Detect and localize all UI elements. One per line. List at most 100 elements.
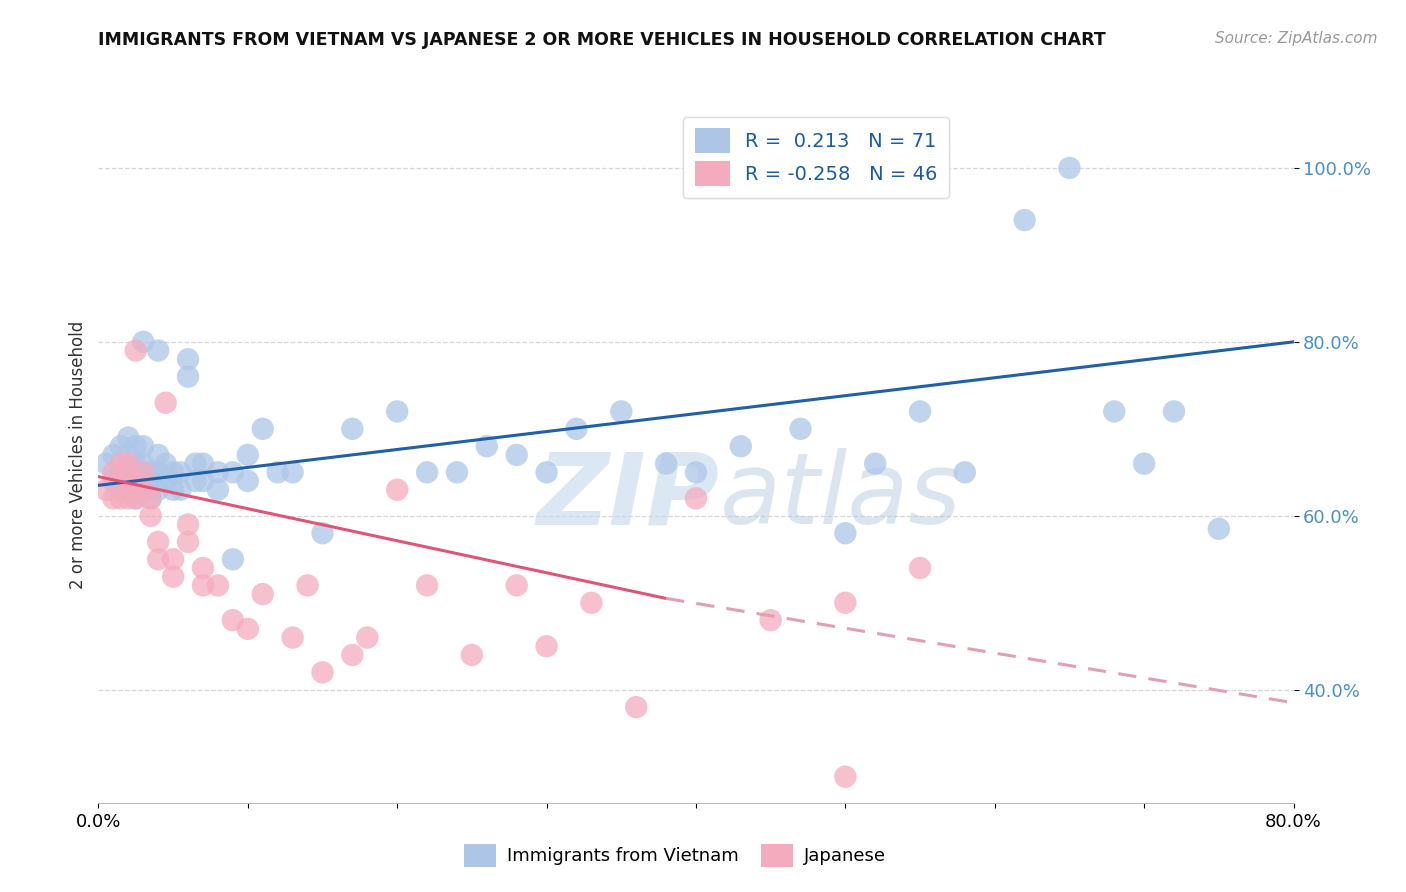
Point	[475, 439, 498, 453]
Point	[177, 517, 200, 532]
Point	[536, 639, 558, 653]
Point	[1014, 213, 1036, 227]
Point	[117, 474, 139, 488]
Point	[342, 422, 364, 436]
Point	[132, 474, 155, 488]
Point	[103, 448, 125, 462]
Point	[162, 483, 184, 497]
Y-axis label: 2 or more Vehicles in Household: 2 or more Vehicles in Household	[69, 321, 87, 589]
Point	[281, 631, 304, 645]
Point	[207, 466, 229, 480]
Point	[834, 770, 856, 784]
Point	[117, 431, 139, 445]
Point	[191, 457, 214, 471]
Point	[132, 457, 155, 471]
Point	[148, 448, 170, 462]
Point	[191, 474, 214, 488]
Point	[177, 369, 200, 384]
Point	[110, 466, 132, 480]
Point	[132, 466, 155, 480]
Point	[191, 578, 214, 592]
Point	[132, 483, 155, 497]
Point	[191, 561, 214, 575]
Point	[908, 561, 931, 575]
Point	[117, 448, 139, 462]
Point	[184, 474, 207, 488]
Point	[953, 466, 976, 480]
Point	[222, 552, 245, 566]
Point	[685, 466, 707, 480]
Point	[139, 474, 162, 488]
Legend: R =  0.213   N = 71, R = -0.258   N = 46: R = 0.213 N = 71, R = -0.258 N = 46	[683, 117, 949, 198]
Point	[1208, 522, 1230, 536]
Point	[834, 596, 856, 610]
Point	[125, 491, 148, 506]
Point	[655, 457, 678, 471]
Point	[169, 483, 191, 497]
Point	[236, 622, 259, 636]
Point	[908, 404, 931, 418]
Point	[148, 552, 170, 566]
Point	[865, 457, 887, 471]
Point	[117, 491, 139, 506]
Text: IMMIGRANTS FROM VIETNAM VS JAPANESE 2 OR MORE VEHICLES IN HOUSEHOLD CORRELATION : IMMIGRANTS FROM VIETNAM VS JAPANESE 2 OR…	[98, 31, 1107, 49]
Point	[834, 526, 856, 541]
Point	[125, 474, 148, 488]
Point	[125, 343, 148, 358]
Point	[536, 466, 558, 480]
Point	[267, 466, 290, 480]
Point	[610, 404, 633, 418]
Point	[311, 526, 333, 541]
Point	[177, 535, 200, 549]
Point	[117, 483, 139, 497]
Point	[1133, 457, 1156, 471]
Point	[125, 474, 148, 488]
Point	[125, 439, 148, 453]
Text: Source: ZipAtlas.com: Source: ZipAtlas.com	[1215, 31, 1378, 46]
Point	[148, 466, 170, 480]
Point	[125, 457, 148, 471]
Point	[177, 352, 200, 367]
Point	[117, 466, 139, 480]
Point	[117, 457, 139, 471]
Point	[132, 483, 155, 497]
Point	[1163, 404, 1185, 418]
Point	[506, 578, 529, 592]
Point	[184, 457, 207, 471]
Point	[730, 439, 752, 453]
Point	[103, 466, 125, 480]
Text: ZIP: ZIP	[537, 448, 720, 545]
Point	[1104, 404, 1126, 418]
Point	[207, 578, 229, 592]
Point	[125, 491, 148, 506]
Point	[94, 483, 117, 497]
Point	[222, 613, 245, 627]
Point	[581, 596, 603, 610]
Point	[139, 508, 162, 523]
Point	[148, 483, 170, 497]
Point	[311, 665, 333, 680]
Point	[297, 578, 319, 592]
Point	[207, 483, 229, 497]
Point	[148, 535, 170, 549]
Point	[252, 422, 274, 436]
Point	[155, 474, 177, 488]
Text: atlas: atlas	[720, 448, 962, 545]
Point	[506, 448, 529, 462]
Point	[155, 396, 177, 410]
Point	[565, 422, 588, 436]
Point	[446, 466, 468, 480]
Point	[110, 483, 132, 497]
Point	[132, 334, 155, 349]
Point	[236, 448, 259, 462]
Point	[385, 404, 409, 418]
Point	[1059, 161, 1081, 175]
Point	[356, 631, 378, 645]
Point	[110, 457, 132, 471]
Point	[416, 466, 439, 480]
Point	[103, 491, 125, 506]
Point	[103, 474, 125, 488]
Point	[624, 700, 647, 714]
Legend: Immigrants from Vietnam, Japanese: Immigrants from Vietnam, Japanese	[457, 837, 893, 874]
Point	[236, 474, 259, 488]
